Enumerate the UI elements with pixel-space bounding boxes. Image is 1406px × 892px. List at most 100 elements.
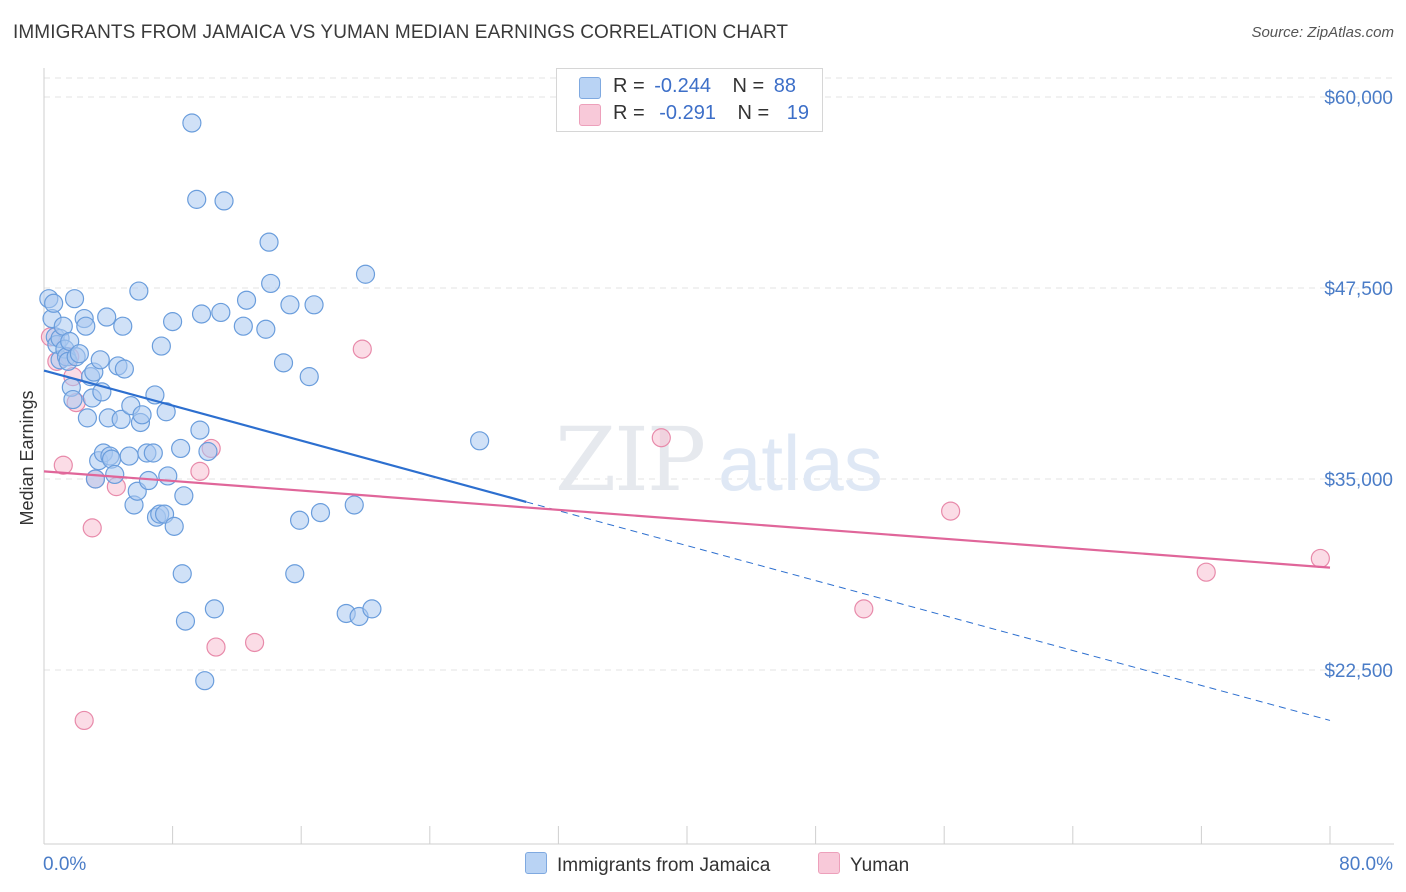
- yuman-point: [244, 632, 265, 653]
- jamaica-point: [97, 307, 117, 327]
- watermark-atlas: atlas: [718, 419, 883, 507]
- legend-r-value: -0.244: [654, 75, 711, 97]
- y-tick-label: $35,000: [1324, 470, 1393, 491]
- x-tick-label: 80.0%: [1339, 854, 1393, 875]
- jamaica-point: [151, 336, 171, 356]
- jamaica-point: [256, 319, 276, 339]
- yuman-point: [941, 501, 961, 521]
- jamaica-point: [190, 420, 210, 440]
- legend-r-value: -0.291: [659, 102, 716, 124]
- jamaica-point: [355, 264, 376, 284]
- source-label: Source: ZipAtlas.com: [1251, 24, 1394, 41]
- jamaica-point: [172, 564, 192, 584]
- yuman-point: [82, 518, 102, 538]
- y-tick-label: $60,000: [1324, 88, 1393, 109]
- jamaica-point: [211, 302, 231, 323]
- jamaica-point: [195, 671, 215, 691]
- tick-labels: $22,500 $35,000 $47,500 $60,000 0.0% 80.0%: [43, 88, 1393, 875]
- jamaica-point: [143, 443, 163, 463]
- axes: [43, 68, 1394, 845]
- jamaica-point: [198, 441, 218, 462]
- jamaica-point: [171, 438, 191, 459]
- jamaica-point: [76, 316, 96, 336]
- stats-legend: R = -0.244 N = 88 R = -0.291 N = 19: [556, 68, 823, 132]
- jamaica-point: [129, 281, 149, 301]
- jamaica-point: [273, 353, 294, 373]
- yuman-point: [854, 599, 874, 619]
- jamaica-point: [299, 367, 319, 387]
- jamaica-point: [64, 289, 85, 309]
- jamaica-point: [362, 599, 382, 619]
- jamaica-point: [63, 389, 83, 410]
- jamaica-point: [304, 295, 324, 315]
- jamaica-point: [344, 495, 364, 515]
- jamaica-point: [77, 408, 98, 428]
- legend-n-label: N =: [737, 102, 770, 124]
- yuman-point: [190, 461, 210, 481]
- jamaica-point: [214, 191, 234, 211]
- yuman-point: [1310, 548, 1330, 569]
- jamaica-point: [285, 564, 305, 584]
- x-tick-label: 0.0%: [43, 854, 86, 875]
- legend-r-label: R =: [613, 102, 645, 124]
- bottom-legend-yuman: Yuman: [818, 852, 909, 877]
- jamaica-trend-extension: [526, 501, 1331, 721]
- jamaica-point: [163, 312, 183, 332]
- jamaica-point: [44, 293, 64, 313]
- jamaica-point: [470, 431, 490, 451]
- jamaica-point: [174, 486, 194, 506]
- watermark-zip: ZIP: [555, 408, 704, 511]
- bottom-legend-swatch-pink: [818, 852, 840, 874]
- chart-title: IMMIGRANTS FROM JAMAICA VS YUMAN MEDIAN …: [13, 22, 789, 43]
- jamaica-point: [280, 295, 300, 315]
- jamaica-point: [158, 466, 178, 486]
- legend-r-label: R =: [613, 75, 645, 97]
- bottom-legend-label: Yuman: [850, 855, 910, 876]
- y-tick-label: $22,500: [1324, 661, 1393, 682]
- jamaica-point: [132, 405, 152, 425]
- legend-n-value: 88: [773, 75, 797, 97]
- legend-swatch-blue: [579, 77, 601, 99]
- jamaica-point: [182, 113, 202, 133]
- legend-n-value: 19: [786, 102, 810, 124]
- yuman-points: [40, 327, 1330, 731]
- grid: [44, 77, 1394, 671]
- jamaica-point: [113, 316, 133, 336]
- yuman-point: [53, 455, 73, 475]
- jamaica-point: [289, 510, 310, 530]
- y-tick-label: $47,500: [1324, 279, 1393, 300]
- legend-swatch-pink: [579, 104, 601, 126]
- jamaica-point: [114, 359, 134, 379]
- yuman-trend-line: [43, 470, 1331, 569]
- watermark: ZIP atlas: [555, 408, 883, 511]
- yuman-point: [352, 339, 372, 359]
- jamaica-point: [191, 304, 212, 324]
- jamaica-point: [105, 464, 125, 485]
- jamaica-point: [236, 290, 257, 310]
- yuman-point: [651, 428, 671, 448]
- bottom-legend-label: Immigrants from Jamaica: [557, 855, 771, 876]
- yuman-point: [74, 710, 94, 731]
- jamaica-point: [175, 611, 196, 631]
- legend-n-label: N =: [732, 75, 765, 97]
- jamaica-points: [39, 113, 490, 691]
- trend-lines: [43, 369, 1331, 721]
- yuman-point: [1196, 562, 1216, 582]
- y-axis-label: Median Earnings: [17, 390, 37, 525]
- jamaica-point: [111, 409, 131, 430]
- jamaica-point: [261, 273, 281, 294]
- jamaica-trend-line: [43, 369, 527, 503]
- jamaica-point: [69, 344, 89, 364]
- jamaica-point: [310, 503, 331, 523]
- jamaica-point: [164, 516, 184, 536]
- yuman-point: [206, 637, 226, 657]
- jamaica-point: [187, 189, 207, 209]
- jamaica-point: [90, 350, 110, 370]
- jamaica-point: [204, 599, 224, 619]
- jamaica-point: [119, 446, 139, 466]
- jamaica-point: [85, 469, 106, 489]
- bottom-legend-swatch-blue: [525, 852, 547, 874]
- jamaica-point: [259, 232, 279, 252]
- jamaica-point: [233, 316, 253, 336]
